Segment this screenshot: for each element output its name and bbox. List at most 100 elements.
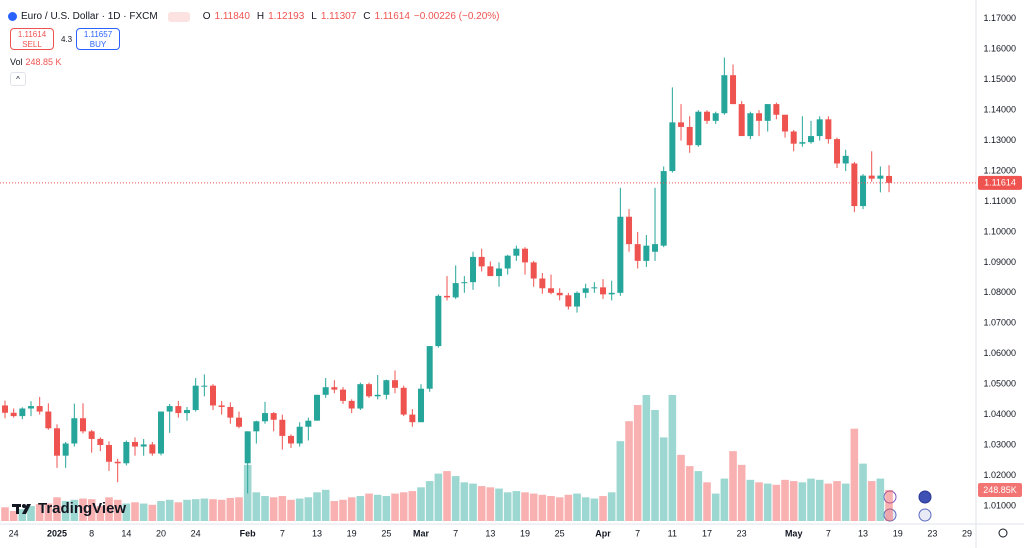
x-tick-label: 24 <box>9 528 19 538</box>
volume-bar <box>174 502 183 521</box>
candle-body <box>756 113 763 121</box>
volume-bar <box>564 494 573 521</box>
candle-body <box>461 282 468 284</box>
volume-bar <box>781 479 789 521</box>
volume-bar <box>538 494 547 521</box>
volume-bar <box>668 395 677 521</box>
volume-bar <box>122 503 131 521</box>
candle-body <box>71 418 78 444</box>
candle-body <box>617 216 624 293</box>
x-tick-label: 13 <box>485 528 495 538</box>
candle-body <box>842 155 849 164</box>
candle-body <box>123 441 130 464</box>
ohlc-value: 1.12193 <box>268 11 305 22</box>
candles <box>2 57 893 494</box>
x-tick-label: 7 <box>453 528 458 538</box>
candle-body <box>626 216 633 245</box>
volume-bar <box>287 499 295 521</box>
event-icons[interactable] <box>883 490 932 522</box>
candle-body <box>799 142 806 144</box>
volume-bar <box>867 481 876 521</box>
collapse-button[interactable]: ^ <box>10 72 26 86</box>
volume-bar <box>269 497 278 521</box>
candle-body <box>158 411 165 454</box>
candle-body <box>773 104 780 115</box>
volume-bar <box>235 497 243 521</box>
volume-bar <box>382 496 391 521</box>
candle-body <box>608 292 615 295</box>
volume-bar <box>625 421 633 521</box>
event-icon[interactable] <box>918 490 932 504</box>
buy-button[interactable]: 1.11657 BUY <box>76 28 120 50</box>
volume-bar <box>200 498 209 521</box>
candle-body <box>686 126 693 146</box>
candle-body <box>816 119 823 137</box>
candle-body <box>721 75 728 114</box>
volume-bar <box>434 473 443 521</box>
candle-body <box>305 420 312 427</box>
candle-body <box>36 406 43 412</box>
volume-bar <box>252 492 261 521</box>
candle-body <box>28 406 35 409</box>
candle-body <box>452 283 459 298</box>
candle-body <box>877 175 884 179</box>
y-tick-label: 1.07000 <box>983 318 1016 328</box>
volume-bar <box>824 483 833 521</box>
candle-body <box>582 288 589 293</box>
volume-bar <box>70 499 79 521</box>
volume-bar <box>885 489 893 521</box>
volume-bar <box>677 454 685 521</box>
volume-bar <box>737 464 746 521</box>
x-tick-label: 17 <box>702 528 712 538</box>
candle-body <box>522 248 529 263</box>
volume-bar <box>763 483 772 521</box>
candle-body <box>175 406 182 414</box>
volume-bar <box>590 498 599 521</box>
sell-button[interactable]: 1.11614 SELL <box>10 28 54 50</box>
volume-bar <box>356 496 365 521</box>
volume-bar <box>417 487 425 521</box>
settings-icon[interactable] <box>998 528 1008 538</box>
candle-body <box>348 400 355 409</box>
volume-bar <box>841 483 850 521</box>
event-icon[interactable] <box>918 508 932 522</box>
status-icon[interactable] <box>167 11 190 22</box>
y-tick-label: 1.04000 <box>983 409 1016 419</box>
x-tick-label: 11 <box>668 528 677 538</box>
volume-bar <box>79 498 87 521</box>
volume-bar <box>815 479 824 521</box>
volume-bar <box>157 501 165 521</box>
candle-body <box>530 262 537 279</box>
x-tick-label: 19 <box>520 528 530 538</box>
candle-body <box>418 388 425 423</box>
volume-bar <box>339 499 347 521</box>
x-tick-label: Mar <box>413 528 430 538</box>
volume-bar <box>18 509 27 521</box>
y-tick-label: 1.02000 <box>983 470 1016 480</box>
candle-body <box>868 175 875 179</box>
event-icon[interactable] <box>883 508 897 522</box>
candle-body <box>331 387 338 390</box>
candle-body <box>236 417 243 427</box>
volume-bar <box>685 466 694 521</box>
volume-bar <box>599 496 607 521</box>
candle-body <box>45 411 52 429</box>
buy-price: 1.11657 <box>83 30 113 39</box>
volume-bar <box>789 481 798 521</box>
y-tick-label: 1.16000 <box>983 44 1016 54</box>
event-icon[interactable] <box>883 490 897 504</box>
candle-body <box>556 292 563 296</box>
last-price-tag <box>978 175 1022 190</box>
volume-bar <box>96 506 105 521</box>
volume-bar <box>503 492 512 521</box>
volume-bar <box>529 493 538 521</box>
candle-body <box>834 139 841 164</box>
candle-body <box>591 287 598 289</box>
ohlc-label: H <box>256 11 265 22</box>
volume-bar <box>399 492 408 521</box>
x-tick-label: 29 <box>962 528 972 538</box>
volume-tag-label: 248.85K <box>983 485 1017 495</box>
candle-body <box>660 171 667 246</box>
volume-bar <box>495 488 503 521</box>
brand-logo[interactable]: TradingView <box>12 500 126 517</box>
